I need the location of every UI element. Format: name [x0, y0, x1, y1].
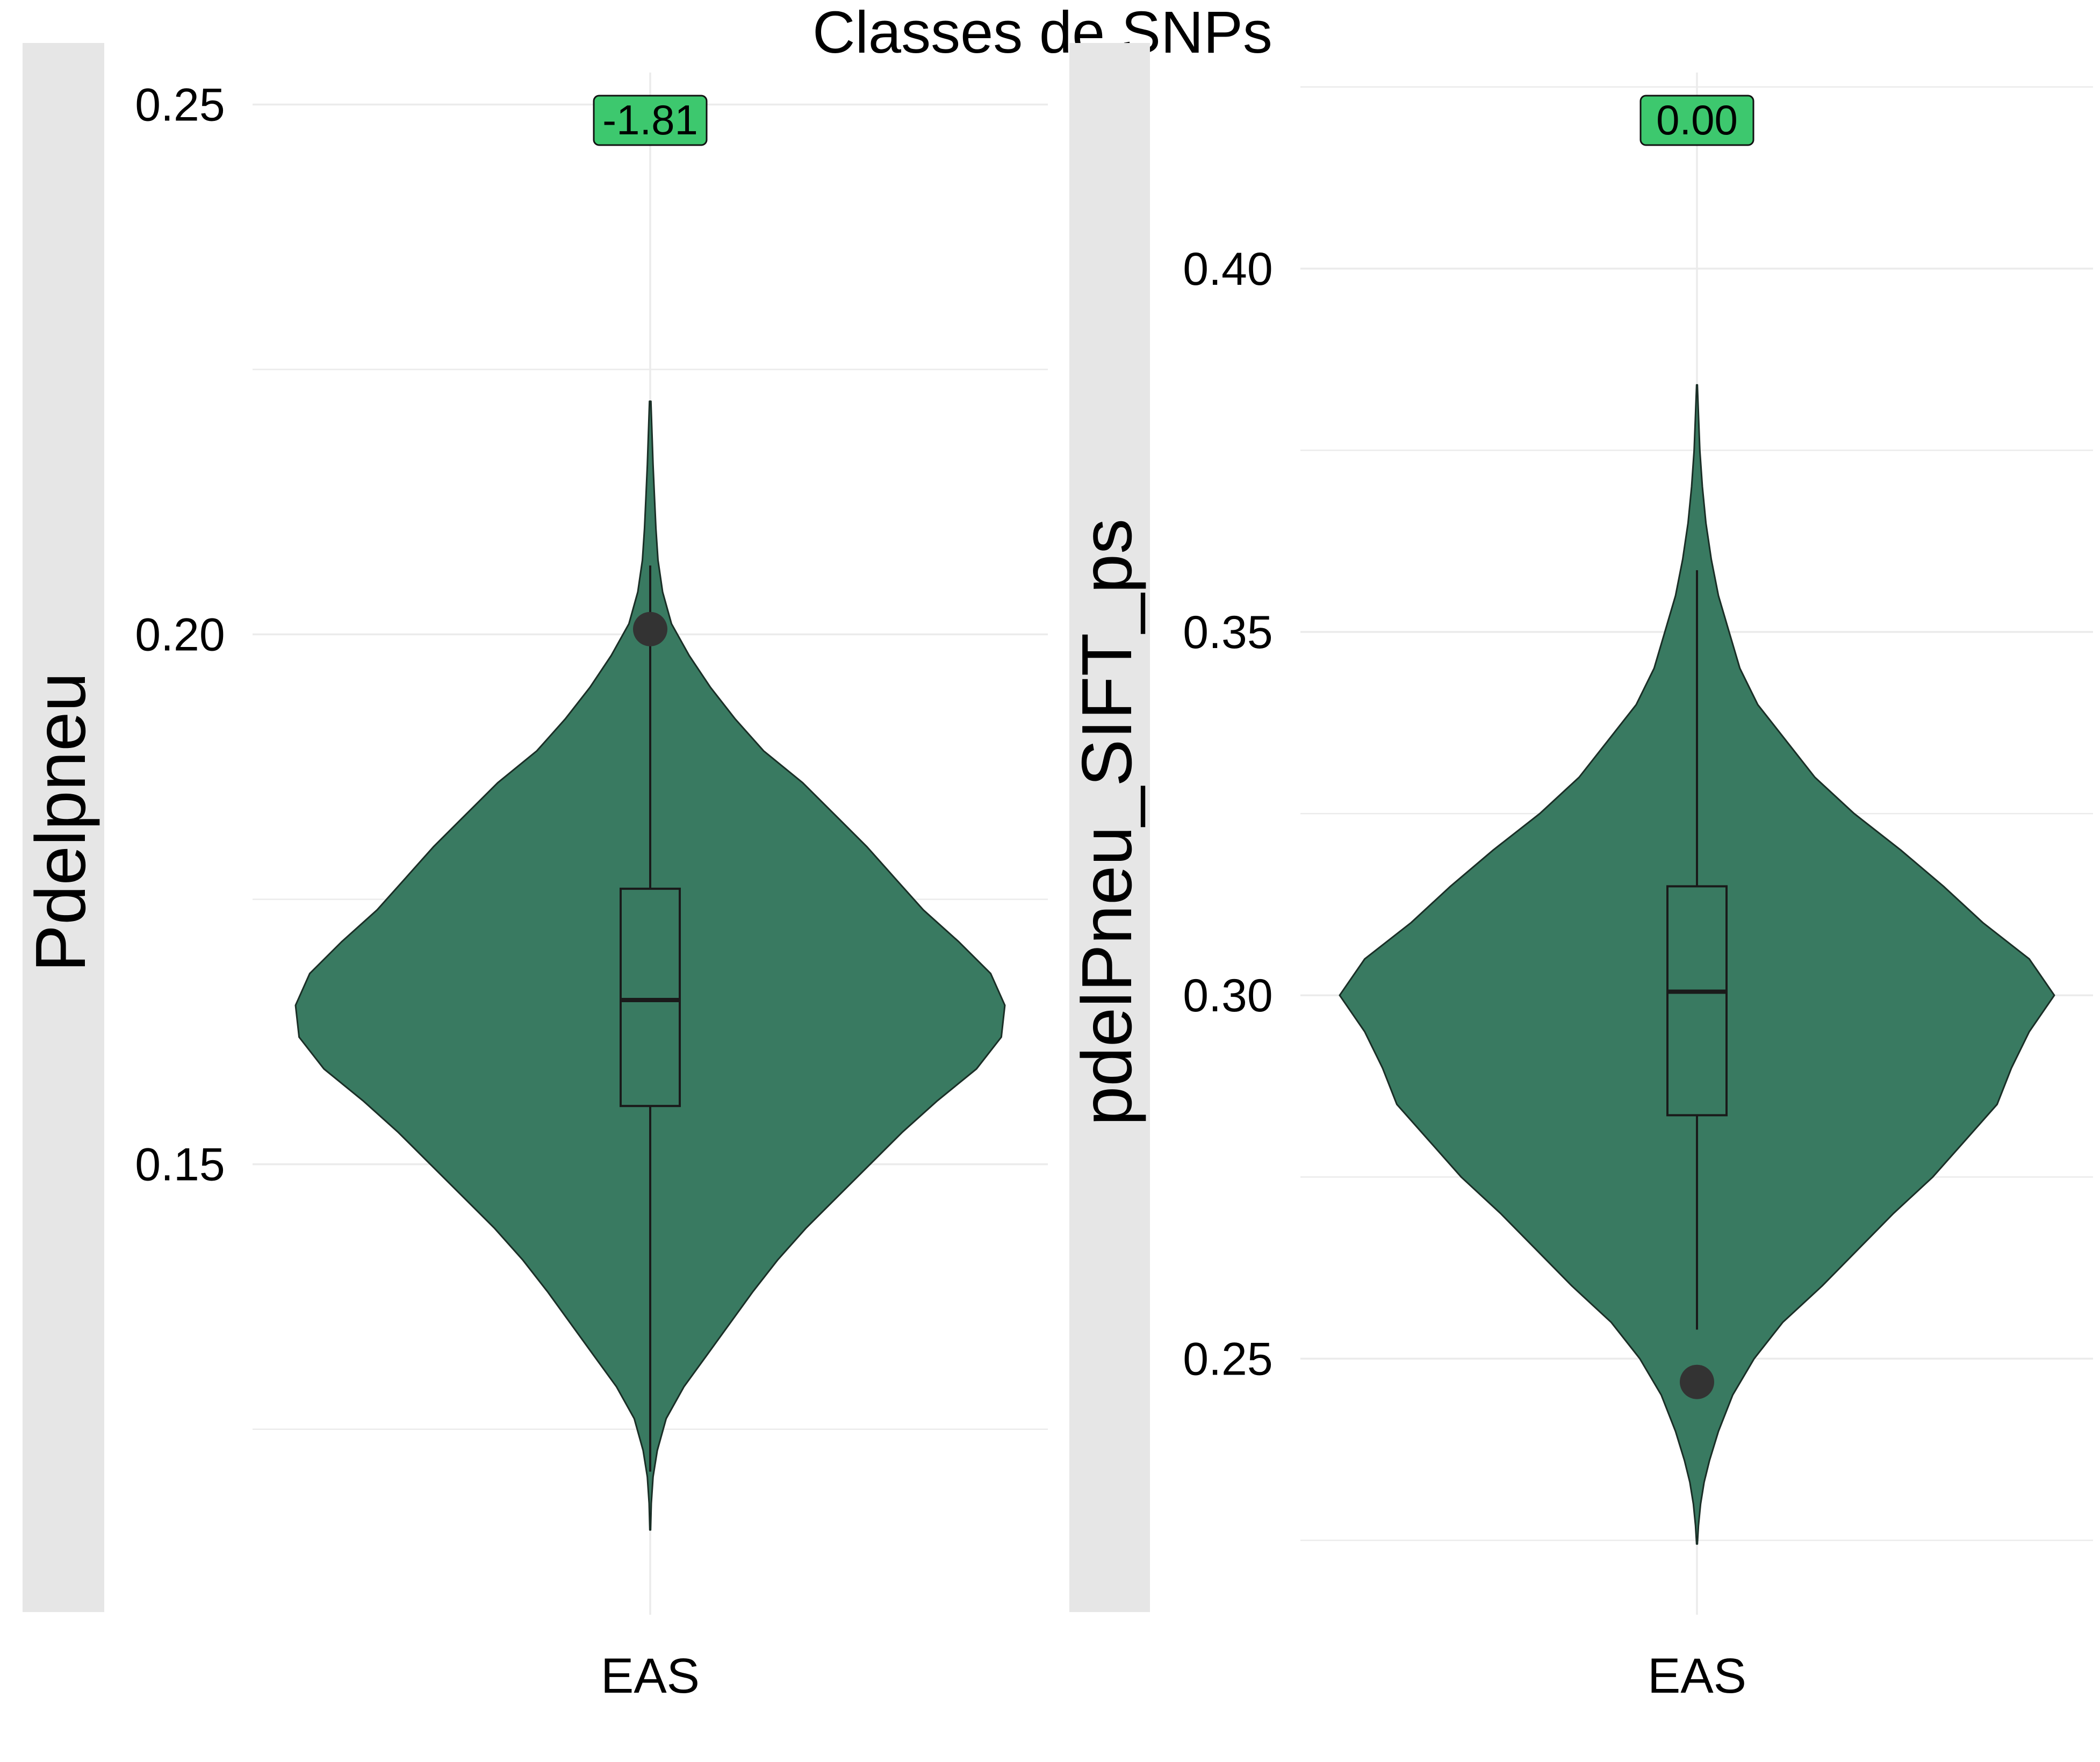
- y-tick-label: 0.20: [135, 609, 225, 661]
- axis-title-strip: [1069, 43, 1150, 1612]
- annotation-box: [593, 95, 708, 146]
- highlight-point: [633, 612, 667, 646]
- box-iqr: [1666, 885, 1728, 1117]
- figure-title: Classes de SNPs: [812, 0, 1272, 66]
- y-axis-title: pdelPneu_SIFT_ps: [1067, 519, 1146, 1126]
- y-tick-label: 0.25: [1183, 1333, 1272, 1385]
- y-tick-label: 0.25: [135, 79, 225, 131]
- annotation-label: -1.81: [602, 96, 698, 143]
- x-category-label: EAS: [601, 1649, 700, 1703]
- annotation-box: [1639, 95, 1754, 146]
- annotation-label: 0.00: [1656, 96, 1738, 143]
- y-tick-label: 0.30: [1183, 970, 1272, 1022]
- violin-panel-pdelpneu: 0.15 0.20 0.25 Pdelpneu -1.81 EAS: [21, 43, 1048, 1703]
- y-tick-label: 0.35: [1183, 607, 1272, 658]
- x-category-label: EAS: [1648, 1649, 1746, 1703]
- y-tick-label: 0.15: [135, 1139, 225, 1191]
- y-axis-title: Pdelpneu: [21, 672, 100, 972]
- violin-panel-pdelpneu-sift-ps: 0.25 0.30 0.35 0.40 pdelPneu_SIFT_ps 0.00 EAS: [1067, 43, 2093, 1703]
- box-iqr: [620, 887, 681, 1107]
- y-tick-label: 0.40: [1183, 243, 1272, 295]
- axis-title-strip: [23, 43, 104, 1612]
- highlight-point: [1680, 1364, 1714, 1399]
